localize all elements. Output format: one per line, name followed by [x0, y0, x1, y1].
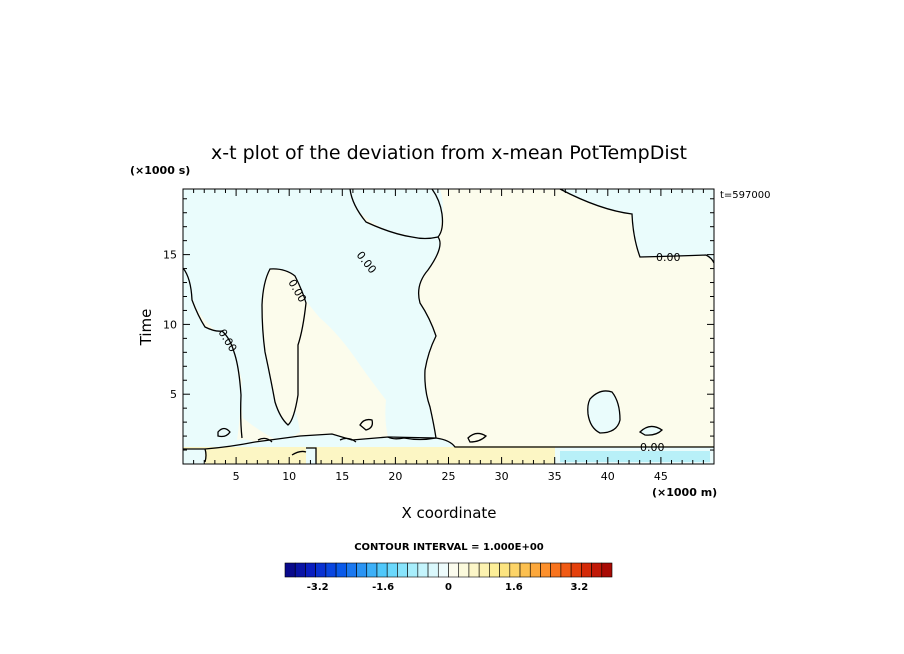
negative-blob-right — [587, 390, 620, 433]
colorbar-swatch — [519, 562, 531, 578]
contour-label-4: 0.00 — [656, 251, 681, 264]
colorbar-swatch — [325, 562, 337, 578]
colorbar-swatch — [478, 562, 490, 578]
axis-tick-labels: 5 10 15 20 25 30 35 40 45 5 10 15 — [163, 249, 668, 483]
colorbar-tick-label: 1.6 — [505, 582, 523, 593]
x-tick-label: 45 — [654, 470, 668, 483]
colorbar-swatch — [376, 562, 388, 578]
colorbar-swatch — [591, 562, 603, 578]
contour-bottom — [183, 433, 714, 463]
axis-ticks — [183, 189, 714, 464]
colorbar-labels: -3.2 -1.6 0 1.6 3.2 — [307, 582, 588, 593]
colorbar-swatch — [407, 562, 419, 578]
colorbar-swatch — [315, 562, 327, 578]
x-tick-label: 10 — [282, 470, 296, 483]
colorbar-tick-label: 3.2 — [570, 582, 588, 593]
colorbar-swatch — [581, 562, 592, 578]
bottom-strong-negative — [560, 451, 710, 462]
colorbar — [284, 562, 613, 578]
colorbar-swatch — [529, 562, 541, 578]
colorbar-swatch — [284, 562, 296, 578]
x-axis-title: X coordinate — [401, 504, 496, 522]
colorbar-swatch — [499, 562, 511, 578]
contour-inner — [261, 268, 307, 426]
colorbar-swatch — [294, 562, 306, 578]
contour-small-2 — [467, 432, 488, 443]
x-tick-label: 40 — [601, 470, 615, 483]
contour-blob — [587, 390, 621, 434]
colorbar-swatch — [437, 562, 449, 578]
colorbar-swatch — [386, 562, 398, 578]
colorbar-swatch — [346, 562, 357, 578]
chart-title: x-t plot of the deviation from x-mean Po… — [211, 142, 687, 164]
colorbar-swatch — [458, 562, 470, 578]
colorbar-swatch — [417, 562, 429, 578]
contour-right — [559, 188, 715, 264]
x-tick-label: 15 — [335, 470, 349, 483]
colorbar-swatch — [356, 562, 368, 578]
contour-small-1 — [359, 418, 374, 431]
negative-region-center — [183, 189, 441, 440]
colorbar-swatch — [305, 562, 316, 578]
colorbar-swatch — [489, 562, 500, 578]
y-unit-label: (×1000 s) — [130, 164, 190, 177]
contour-left-small — [217, 427, 231, 438]
x-tick-label: 25 — [442, 470, 456, 483]
colorbar-swatch — [509, 562, 521, 578]
y-tick-label: 15 — [163, 249, 177, 262]
colorbar-swatch — [468, 562, 480, 578]
colorbar-tick-label: -3.2 — [307, 582, 329, 593]
colorbar-swatch — [601, 562, 613, 578]
negative-region-top — [349, 189, 444, 236]
contour-bottom-2 — [291, 447, 317, 464]
colorbar-swatch — [427, 562, 439, 578]
colorbar-swatch — [335, 562, 347, 578]
positive-inner-region — [262, 268, 306, 425]
plot-area: 0.00 0.00 0.00 0.00 0.00 5 10 15 20 25 30 35 40… — [163, 188, 715, 483]
y-tick-label: 5 — [170, 388, 177, 401]
y-tick-label: 10 — [163, 318, 177, 331]
contour-top-right — [431, 188, 444, 238]
colorbar-swatch — [397, 562, 408, 578]
colorbar-swatch — [540, 562, 551, 578]
x-tick-label: 5 — [233, 470, 240, 483]
contour-left — [182, 267, 243, 439]
contour-blob-small — [638, 425, 664, 436]
y-axis-title: Time — [137, 309, 155, 347]
colorbar-tick-label: -1.6 — [372, 582, 394, 593]
colorbar-swatch — [448, 562, 460, 578]
contour-small-3 — [339, 437, 357, 443]
negative-region-main — [183, 189, 714, 446]
x-unit-label: (×1000 m) — [652, 486, 717, 499]
colorbar-swatch — [366, 562, 378, 578]
x-tick-label: 30 — [495, 470, 509, 483]
colorbar-swatch — [570, 562, 582, 578]
contour-interval-text: CONTOUR INTERVAL = 1.000E+00 — [354, 542, 544, 553]
contour-lines — [182, 188, 715, 464]
x-tick-label: 35 — [548, 470, 562, 483]
time-stamp: t=597000 — [720, 190, 770, 201]
colorbar-tick-label: 0 — [445, 582, 452, 593]
x-tick-label: 20 — [388, 470, 402, 483]
colorbar-swatch — [550, 562, 562, 578]
contour-label-5: 0.00 — [640, 441, 665, 454]
contour-small-4 — [257, 437, 273, 443]
colorbar-swatch — [560, 562, 572, 578]
